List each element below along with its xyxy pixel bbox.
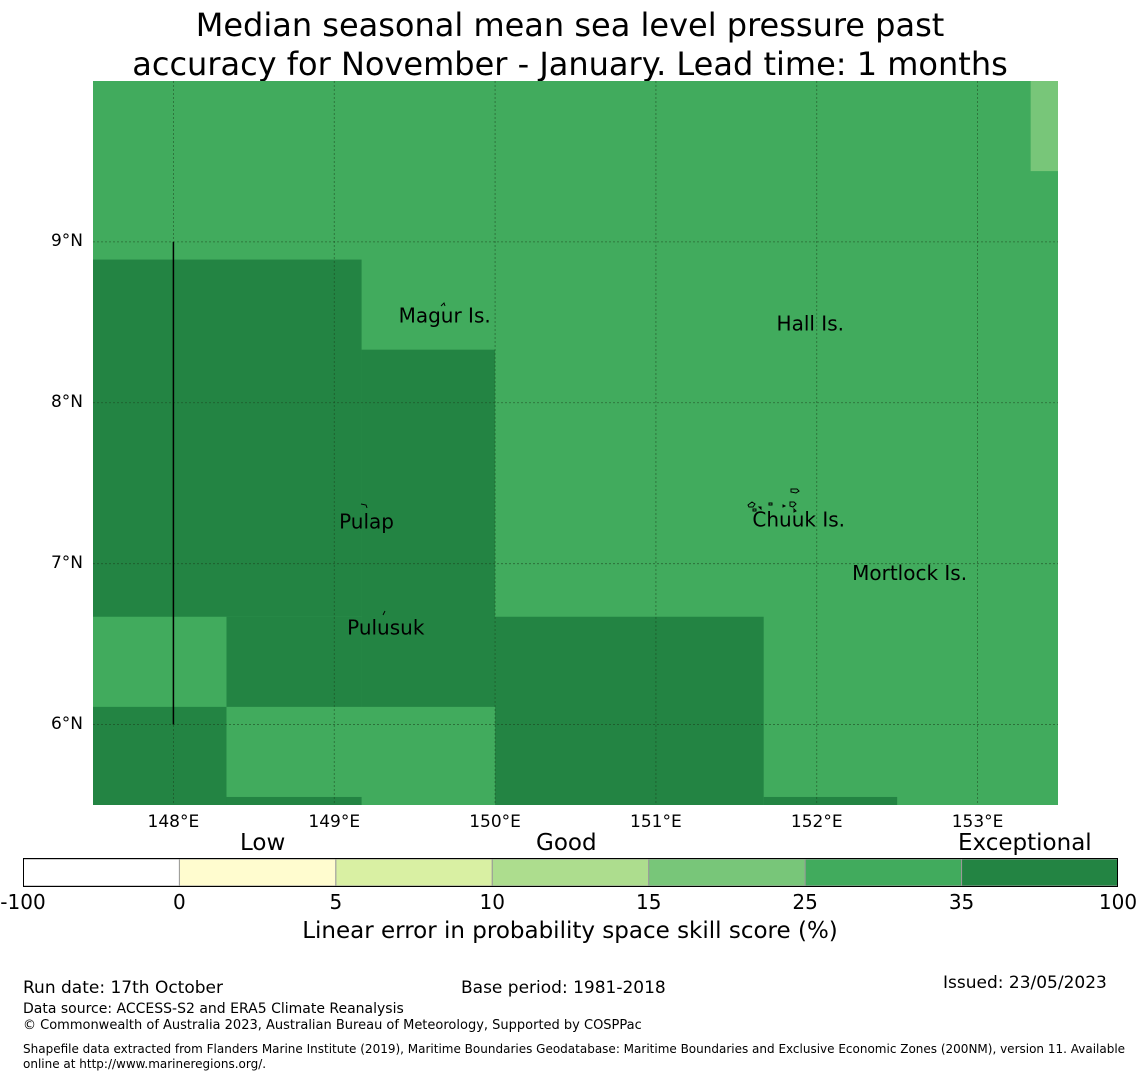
skill-cell-7[interactable]: [226, 796, 362, 805]
place-label: Mortlock Is.: [852, 561, 967, 585]
category-good: Good: [536, 830, 597, 856]
colorbar-tick-label: 15: [635, 890, 662, 914]
colorbar-segment: [961, 858, 1118, 887]
colorbar-tick-label: 35: [948, 890, 975, 914]
colorbar: [23, 858, 1118, 887]
colorbar-segment: [23, 858, 180, 887]
longitude-tick-label: 152°E: [790, 812, 843, 832]
colorbar-tick-label: 5: [329, 890, 343, 914]
latitude-tick-label: 6°N: [50, 713, 83, 734]
skill-cell-3[interactable]: [361, 349, 496, 707]
base-period: Base period: 1981-2018: [461, 978, 666, 998]
place-label: Pulusuk: [347, 615, 425, 639]
skill-cell-4[interactable]: [226, 616, 362, 707]
copyright: © Commonwealth of Australia 2023, Austra…: [23, 1018, 642, 1033]
place-label: Hall Is.: [777, 311, 844, 335]
skill-cell-8[interactable]: [763, 796, 898, 805]
shapefile-credit-line-2: online at http://www.marineregions.org/.: [23, 1057, 267, 1071]
colorbar-segment: [648, 858, 806, 887]
category-exceptional: Exceptional: [958, 830, 1092, 856]
place-label: Chuuk Is.: [752, 508, 845, 532]
skill-cell-1[interactable]: [1030, 81, 1058, 172]
issued-date: Issued: 23/05/2023: [943, 973, 1107, 993]
skill-map[interactable]: Magur Is. Hall Is. Pulap Chuuk Is. Mortlock …: [93, 81, 1058, 805]
skill-cell-6[interactable]: [495, 616, 764, 805]
place-label: Magur Is.: [399, 303, 491, 327]
skill-cell-2[interactable]: [93, 259, 362, 617]
colorbar-tick-label: -100: [0, 890, 46, 914]
magur-island-outline: [440, 302, 446, 307]
colorbar-tick-label: 0: [173, 890, 186, 914]
data-source: Data source: ACCESS-S2 and ERA5 Climate …: [23, 1001, 404, 1017]
longitude-tick-label: 153°E: [951, 812, 1004, 832]
chart-title-line-1: Median seasonal mean sea level pressure …: [195, 6, 945, 44]
latitude-tick-label: 7°N: [50, 552, 83, 573]
colorbar-label: Linear error in probability space skill …: [302, 918, 838, 944]
longitude-tick-label: 151°E: [630, 812, 682, 832]
shapefile-credit-line-1: Shapefile data extracted from Flanders M…: [23, 1042, 1126, 1056]
colorbar-segment: [804, 858, 963, 887]
longitude-tick-label: 150°E: [469, 812, 521, 832]
latitude-tick-label: 8°N: [50, 391, 83, 412]
colorbar-tick-label: 100: [1098, 890, 1138, 914]
run-date: Run date: 17th October: [23, 978, 223, 998]
chuuk-lagoon-outline: [747, 488, 800, 513]
longitude-tick-label: 148°E: [147, 812, 200, 832]
colorbar-segment: [335, 858, 493, 887]
colorbar-frame: [23, 858, 1118, 887]
category-low: Low: [240, 830, 286, 856]
pulap-island-outline: [360, 503, 368, 509]
skill-cell-5[interactable]: [93, 706, 227, 805]
colorbar-tick-label: 25: [792, 890, 818, 914]
colorbar-segment: [178, 858, 337, 887]
chart-title-line-2: accuracy for November - January. Lead ti…: [132, 45, 1008, 83]
longitude-tick-label: 149°E: [308, 812, 361, 832]
place-label: Pulap: [339, 509, 394, 533]
pulusuk-island-outline: [382, 610, 386, 616]
colorbar-tick-label: 10: [479, 890, 505, 914]
latitude-tick-label: 9°N: [50, 230, 83, 251]
colorbar-segment: [491, 858, 650, 887]
